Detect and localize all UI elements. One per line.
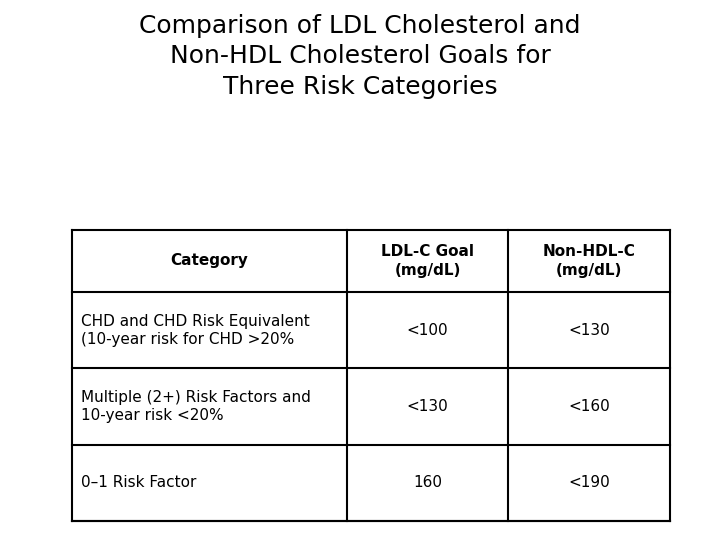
Text: 160: 160 [413,475,442,490]
Text: 0–1 Risk Factor: 0–1 Risk Factor [81,475,196,490]
Text: Non-HDL-C
(mg/dL): Non-HDL-C (mg/dL) [542,244,635,278]
Text: <190: <190 [568,475,610,490]
Text: Multiple (2+) Risk Factors and
10-year risk <20%: Multiple (2+) Risk Factors and 10-year r… [81,390,310,423]
Text: <160: <160 [568,399,610,414]
Text: <130: <130 [568,323,610,338]
Text: Comparison of LDL Cholesterol and
Non-HDL Cholesterol Goals for
Three Risk Categ: Comparison of LDL Cholesterol and Non-HD… [139,14,581,99]
Text: CHD and CHD Risk Equivalent
(10-year risk for CHD >20%: CHD and CHD Risk Equivalent (10-year ris… [81,314,310,347]
Text: LDL-C Goal
(mg/dL): LDL-C Goal (mg/dL) [381,244,474,278]
Text: <100: <100 [407,323,449,338]
Text: Category: Category [171,253,248,268]
Text: <130: <130 [407,399,449,414]
